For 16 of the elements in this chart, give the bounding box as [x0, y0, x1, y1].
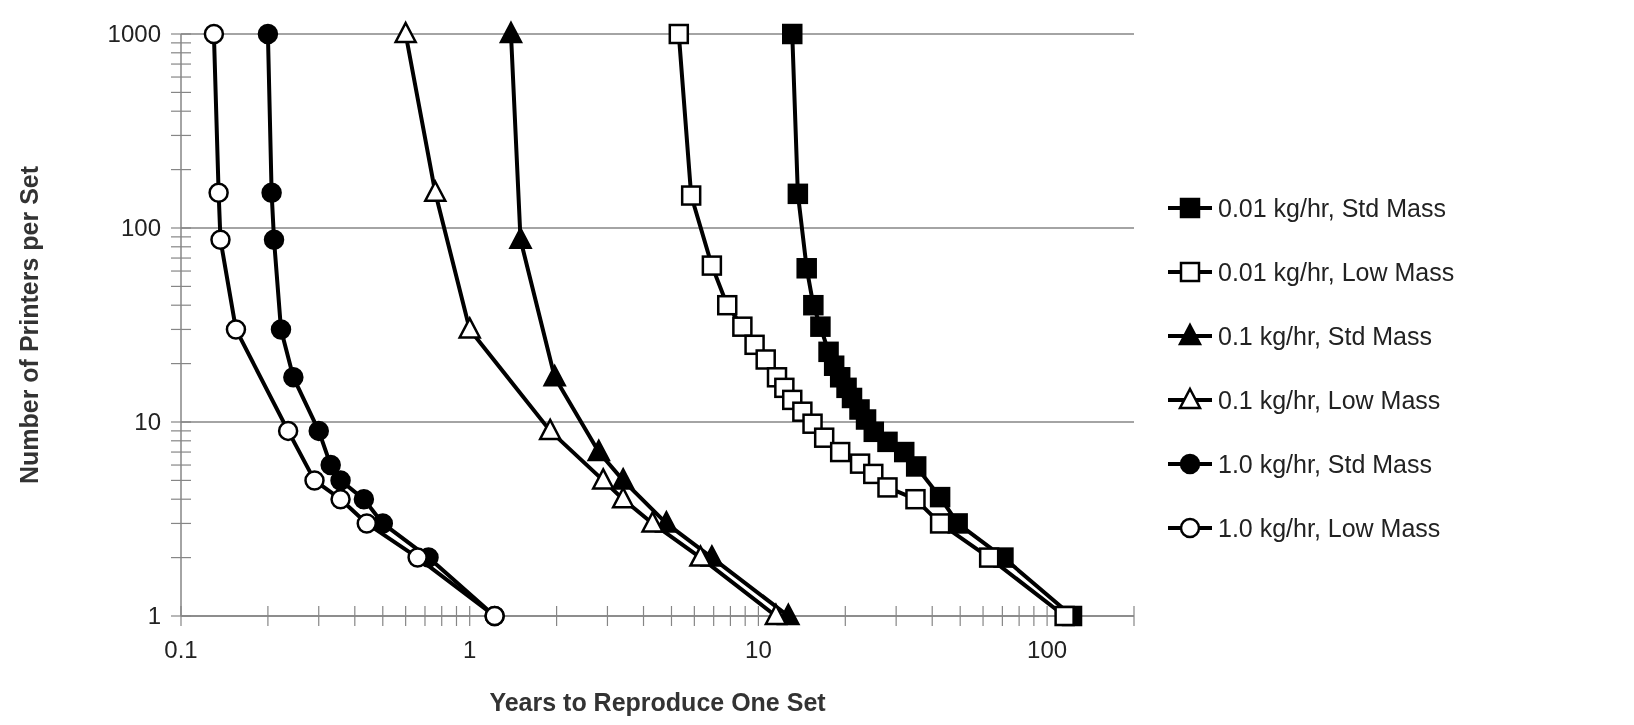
y-tick-label: 1000: [107, 20, 161, 47]
x-tick-label: 100: [1027, 636, 1068, 663]
y-axis-title: Number of Printers per Set: [15, 165, 43, 485]
legend-label: 0.1 kg/hr, Std Mass: [1218, 322, 1432, 350]
x-axis-title: Years to Reproduce One Set: [489, 688, 827, 716]
legend-label: 1.0 kg/hr, Low Mass: [1218, 514, 1441, 542]
legend-label: 0.01 kg/hr, Std Mass: [1218, 194, 1446, 222]
y-tick-label: 10: [134, 408, 161, 435]
legend-label: 1.0 kg/hr, Std Mass: [1218, 450, 1432, 478]
x-tick-label: 0.1: [164, 636, 198, 663]
legend-label: 0.01 kg/hr, Low Mass: [1218, 258, 1455, 286]
y-tick-label: 1: [147, 602, 161, 629]
y-tick-label: 100: [120, 214, 161, 241]
legend-label: 0.1 kg/hr, Low Mass: [1218, 386, 1441, 414]
x-tick-label: 1: [463, 636, 477, 663]
x-tick-label: 10: [745, 636, 772, 663]
